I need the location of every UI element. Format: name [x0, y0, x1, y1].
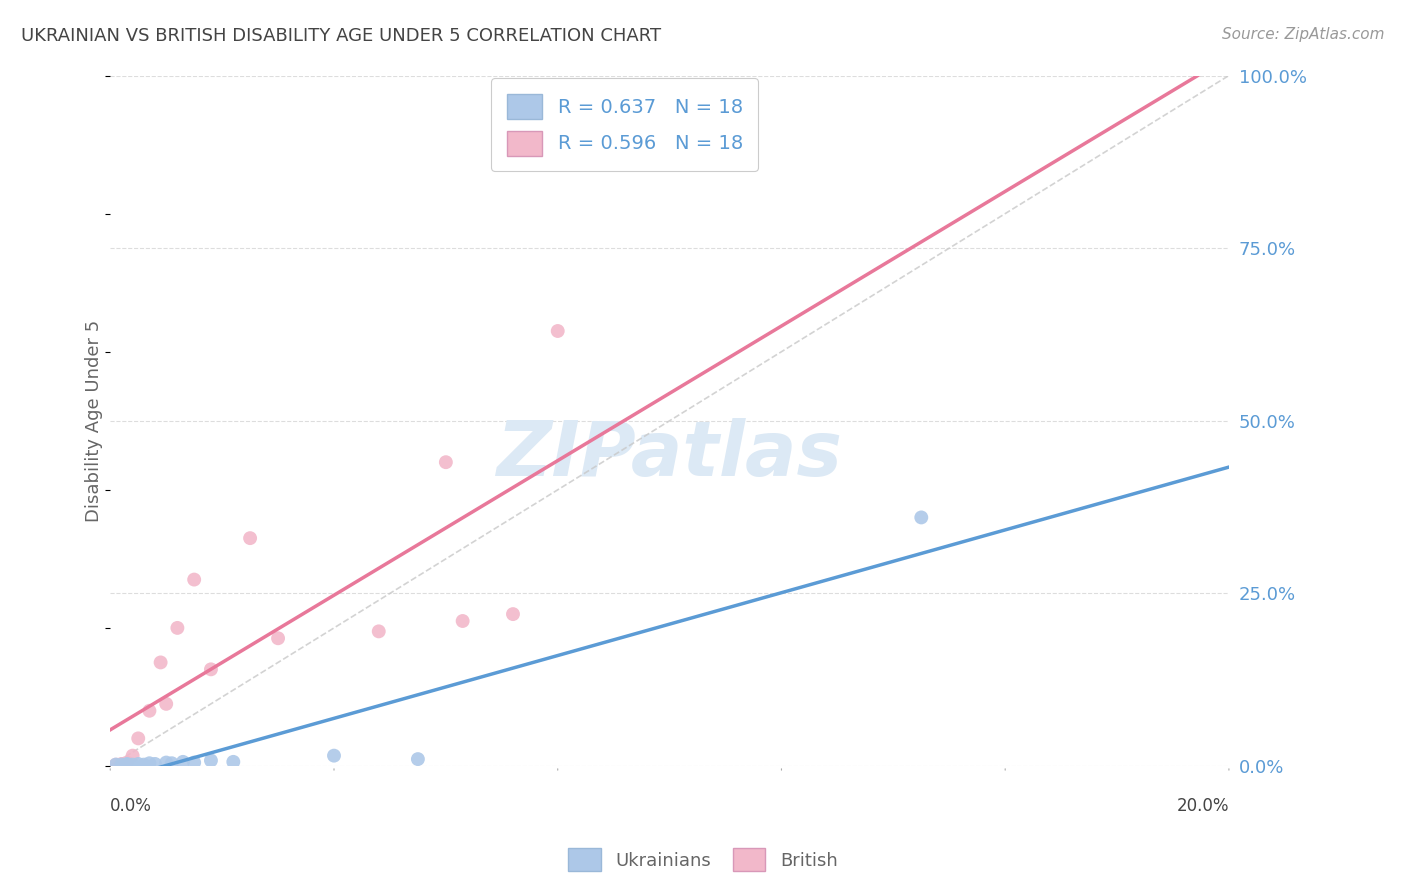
Point [160, 756, 183, 771]
Legend: Ukrainians, British: Ukrainians, British [561, 841, 845, 879]
Point [138, 704, 160, 718]
Point [138, 756, 160, 771]
Point [127, 756, 149, 771]
Text: 0.0%: 0.0% [110, 797, 152, 814]
Point [166, 621, 188, 635]
Point [200, 662, 222, 676]
Point [502, 607, 524, 621]
Point [910, 510, 932, 524]
Point [267, 632, 290, 646]
Point [143, 756, 166, 771]
Text: Source: ZipAtlas.com: Source: ZipAtlas.com [1222, 27, 1385, 42]
Point [110, 757, 132, 772]
Y-axis label: Disability Age Under 5: Disability Age Under 5 [86, 319, 103, 522]
Point [222, 755, 245, 769]
Point [155, 756, 177, 770]
Point [183, 756, 205, 770]
Point [121, 757, 143, 772]
Text: 20.0%: 20.0% [1177, 797, 1229, 814]
Text: UKRAINIAN VS BRITISH DISABILITY AGE UNDER 5 CORRELATION CHART: UKRAINIAN VS BRITISH DISABILITY AGE UNDE… [21, 27, 661, 45]
Point [110, 756, 132, 771]
Point [200, 754, 222, 768]
Point [239, 531, 262, 545]
Point [121, 748, 143, 763]
Legend: R = 0.637   N = 18, R = 0.596   N = 18: R = 0.637 N = 18, R = 0.596 N = 18 [491, 78, 758, 171]
Point [547, 324, 569, 338]
Point [149, 656, 172, 670]
Point [127, 731, 149, 746]
Point [155, 697, 177, 711]
Point [172, 755, 194, 769]
Point [406, 752, 429, 766]
Text: ZIPatlas: ZIPatlas [496, 418, 842, 492]
Point [367, 624, 389, 639]
Point [104, 757, 127, 772]
Point [104, 757, 127, 772]
Point [323, 748, 346, 763]
Point [451, 614, 474, 628]
Point [115, 756, 138, 771]
Point [132, 757, 155, 772]
Point [434, 455, 457, 469]
Point [115, 757, 138, 772]
Point [183, 573, 205, 587]
Point [115, 756, 138, 770]
